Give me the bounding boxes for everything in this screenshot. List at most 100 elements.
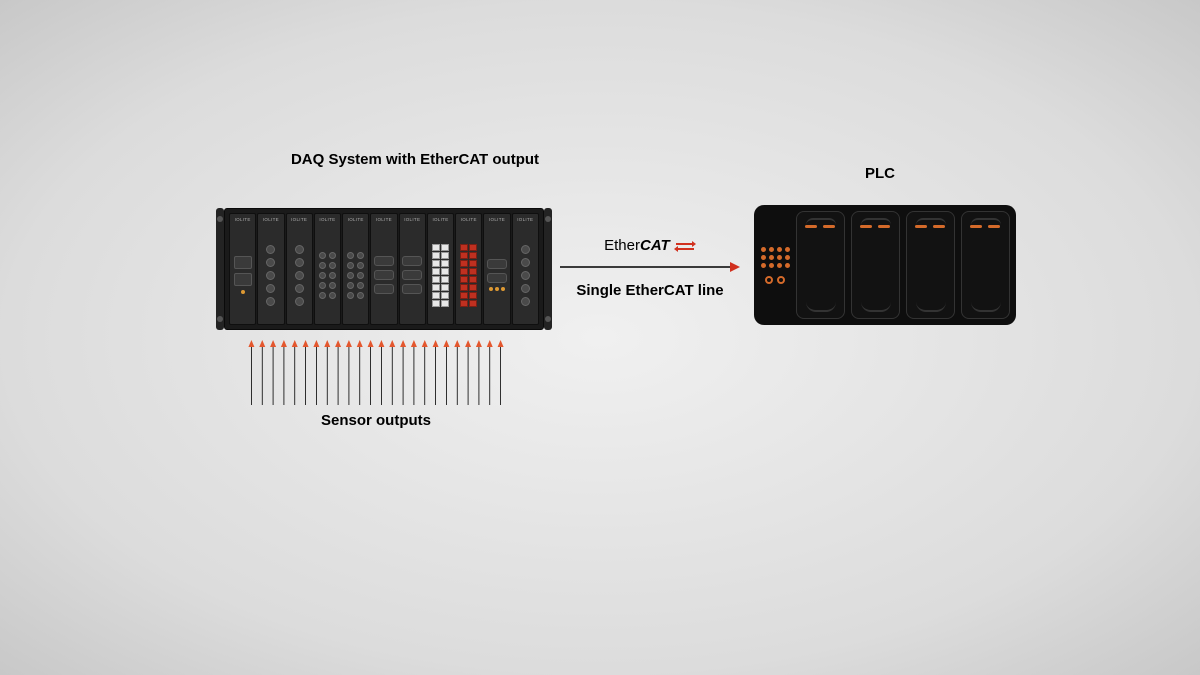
diagram-stage: DAQ System with EtherCAT output PLC IOLI… <box>0 0 1200 675</box>
connector-icon <box>295 297 304 306</box>
db9-port-icon <box>374 256 394 266</box>
plc-dot-icon <box>761 263 766 268</box>
led-row <box>489 287 505 291</box>
daq-slot: IOLITE <box>512 213 539 325</box>
jack-row <box>460 244 477 251</box>
db9-port-icon <box>402 284 422 294</box>
connector-icon <box>521 245 530 254</box>
connector-icon <box>319 272 326 279</box>
jack-row <box>432 244 449 251</box>
slot-label: IOLITE <box>517 217 533 222</box>
db9-port-icon <box>402 256 422 266</box>
connector-icon <box>329 262 336 269</box>
mount-hole <box>545 316 551 322</box>
connector-icon <box>521 297 530 306</box>
connector-icon <box>319 252 326 259</box>
jack-row <box>460 276 477 283</box>
plc-ring-icon <box>765 276 773 284</box>
jack-row <box>432 284 449 291</box>
jack-icon <box>469 244 477 251</box>
slot-label: IOLITE <box>432 217 448 222</box>
jack-row <box>432 276 449 283</box>
connector-icon <box>319 292 326 299</box>
db9-port-icon <box>402 270 422 280</box>
jack-icon <box>441 292 449 299</box>
jack-icon <box>441 252 449 259</box>
plc-dot-icon <box>777 255 782 260</box>
connector-icon <box>295 258 304 267</box>
jack-icon <box>460 252 468 259</box>
jack-icon <box>460 300 468 307</box>
link-label-text: Single EtherCAT line <box>576 282 723 299</box>
rack-ear-right <box>544 208 552 330</box>
db9-port-icon <box>487 273 507 283</box>
ethercat-arrows-icon <box>674 240 696 252</box>
jack-icon <box>441 300 449 307</box>
connector-icon <box>357 282 364 289</box>
slot-body <box>295 226 304 324</box>
lan-port-icon <box>234 273 252 286</box>
connector-icon <box>357 262 364 269</box>
jack-icon <box>469 268 477 275</box>
ethercat-line-label: Single EtherCAT line <box>560 281 740 301</box>
daq-slot: IOLITE <box>314 213 341 325</box>
plc-dot-icon <box>769 263 774 268</box>
daq-slot: IOLITE <box>257 213 284 325</box>
jack-icon <box>441 244 449 251</box>
plc-notch-icon <box>861 218 891 225</box>
plc-ring-pair <box>765 276 785 284</box>
ethercat-link: EtherCAT Single EtherCAT line <box>560 237 740 301</box>
jack-row <box>460 300 477 307</box>
ethercat-arrow <box>560 260 740 274</box>
jack-icon <box>469 276 477 283</box>
plc-ring-icon <box>777 276 785 284</box>
plc-panel <box>796 211 845 319</box>
connector-icon <box>329 252 336 259</box>
jack-row <box>460 292 477 299</box>
connector-icon <box>266 284 275 293</box>
plc-notch-icon <box>916 218 946 225</box>
connector-icon <box>266 245 275 254</box>
slot-body <box>432 226 449 324</box>
daq-slot: IOLITE <box>229 213 256 325</box>
led-icon <box>489 287 493 291</box>
jack-icon <box>432 292 440 299</box>
jack-row <box>432 300 449 307</box>
connector-icon <box>319 262 326 269</box>
brand-bold: CAT <box>640 237 670 254</box>
led-icon <box>495 287 499 291</box>
slot-body <box>460 226 477 324</box>
connector-icon <box>266 258 275 267</box>
plc-dot-icon <box>777 247 782 252</box>
slot-body <box>234 226 252 324</box>
plc-device <box>754 205 1016 325</box>
jack-icon <box>460 292 468 299</box>
plc-panels <box>796 211 1010 319</box>
jack-icon <box>432 260 440 267</box>
plc-dot-icon <box>785 255 790 260</box>
slot-body <box>266 226 275 324</box>
connector-icon <box>347 282 354 289</box>
plc-panel <box>851 211 900 319</box>
connector-icon <box>521 284 530 293</box>
slot-label: IOLITE <box>348 217 364 222</box>
plc-notch-icon <box>806 218 836 225</box>
rack-ear-left <box>216 208 224 330</box>
plc-dot-icon <box>785 247 790 252</box>
connector-grid <box>347 252 364 299</box>
slot-body <box>521 226 530 324</box>
plc-panel <box>906 211 955 319</box>
daq-slot-container: IOLITEIOLITEIOLITEIOLITEIOLITEIOLITEIOLI… <box>224 208 544 330</box>
connector-icon <box>266 297 275 306</box>
plc-dot-icon <box>769 255 774 260</box>
sensor-outputs-label: Sensor outputs <box>246 412 506 429</box>
plc-dot-icon <box>777 263 782 268</box>
connector-icon <box>329 292 336 299</box>
jack-icon <box>432 252 440 259</box>
plc-indicator-grid <box>761 247 790 268</box>
jack-row <box>432 292 449 299</box>
daq-slot: IOLITE <box>483 213 510 325</box>
plc-notch-icon <box>861 302 891 312</box>
connector-icon <box>319 282 326 289</box>
plc-dot-icon <box>785 263 790 268</box>
